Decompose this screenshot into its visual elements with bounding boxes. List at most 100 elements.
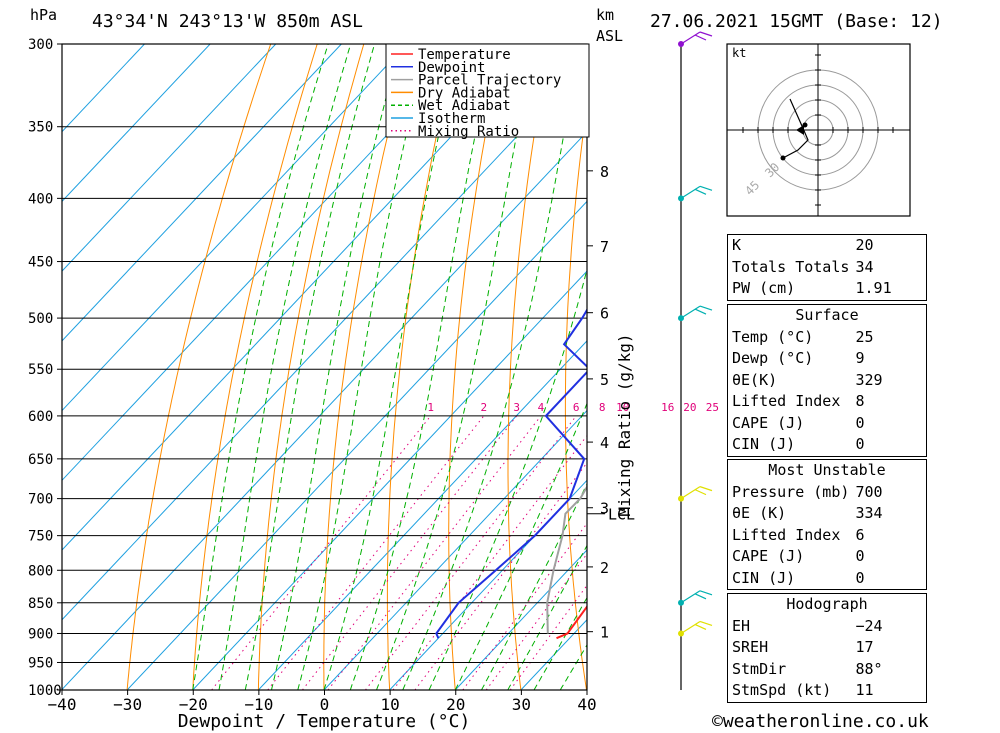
wet-adiabat-line — [481, 482, 587, 690]
pressure-tick-label: 900 — [28, 626, 53, 642]
isobars — [62, 43, 587, 691]
km-tick-label: 5 — [600, 371, 609, 389]
pressure-tick-label: 450 — [28, 255, 53, 271]
pressure-tick-label: 550 — [28, 362, 53, 378]
temperature-tick-label: −30 — [113, 695, 142, 714]
hodograph-point — [780, 155, 786, 161]
surface-li-value: 8 — [855, 392, 865, 410]
pressure-tick-label: 950 — [28, 655, 53, 671]
surface-temp-label: Temp (°C) — [732, 327, 814, 346]
pressure-tick-label: 750 — [28, 529, 53, 545]
surface-cin-row: CIN (J) 0 — [728, 434, 926, 456]
temperature-tick-label: −40 — [48, 695, 77, 714]
dry-adiabat-line — [257, 44, 365, 690]
pressure-tick-label: 300 — [28, 37, 53, 53]
pw-label: PW (cm) — [732, 279, 796, 297]
wind-barb-feather — [699, 185, 713, 191]
mixing-ratio-line — [509, 584, 587, 690]
surface-theta-row: θE(K) 329 — [728, 370, 926, 392]
legend-label: Parcel Trajectory — [418, 73, 561, 89]
surface-cin-value: 0 — [855, 435, 865, 453]
mu-pressure-value: 700 — [855, 482, 883, 501]
x-axis-title: Dewpoint / Temperature (°C) — [178, 711, 471, 732]
mu-theta-label: θE (K) — [732, 504, 787, 522]
wind-barb-feather — [694, 188, 707, 195]
most-unstable-table: Most Unstable Pressure (mb) 700 θE (K) 334… — [727, 459, 927, 590]
hodograph-params-table: Hodograph EH −24 SREH 17 StmDir 88° StmSpd … — [727, 593, 927, 703]
wind-barb-shaft — [680, 620, 701, 634]
mixing-ratio-line — [392, 434, 587, 690]
isotherm-line — [126, 200, 587, 690]
tt-label: Totals Totals — [732, 257, 850, 276]
stmdir-value: 88° — [855, 659, 883, 678]
pressure-tick-label: 850 — [28, 596, 53, 612]
wet-adiabat-line — [349, 44, 495, 690]
wind-barb-feather — [699, 305, 713, 311]
temperature-tick-label: 30 — [512, 695, 531, 714]
mixing-ratio-label: 10 — [616, 401, 629, 414]
stmspd-label: StmSpd (kt) — [732, 681, 832, 699]
isotherm-line — [62, 130, 587, 690]
wet-adiabat-line — [402, 44, 582, 690]
km-tick-label: 7 — [600, 238, 609, 256]
most-unstable-title: Most Unstable — [768, 461, 886, 479]
wet-adiabat-line — [428, 267, 587, 690]
pressure-tick-label: 650 — [28, 452, 53, 468]
temperature-tick-label: 20 — [446, 695, 465, 714]
temperature-tick-label: 40 — [577, 695, 596, 714]
tt-value: 34 — [855, 257, 874, 276]
wet-adiabat-line — [244, 44, 376, 690]
pw-row: PW (cm) 1.91 — [728, 278, 926, 300]
surface-dewp-row: Dewp (°C) 9 — [728, 348, 926, 370]
surface-li-label: Lifted Index — [732, 392, 841, 410]
legend-label: Temperature — [418, 47, 511, 63]
eh-row: EH −24 — [728, 616, 926, 638]
surface-theta-label: θE(K) — [732, 370, 778, 389]
mixing-ratio-label: 4 — [538, 401, 545, 414]
mu-cin-label: CIN (J) — [732, 568, 796, 587]
sreh-value: 17 — [855, 638, 874, 656]
mixing-ratio-labels: 1 2 3 4 6 8 10 16 20 25 — [427, 401, 719, 414]
dry-adiabat-line — [564, 102, 587, 690]
asl-unit-label: ASL — [596, 27, 623, 45]
km-tick-label: 6 — [600, 305, 609, 323]
hodograph-trace — [782, 98, 809, 159]
wet-adiabat-line — [454, 402, 587, 690]
stmspd-row: StmSpd (kt) 11 — [728, 680, 926, 702]
pressure-tick-label: 500 — [28, 311, 53, 327]
sreh-label: SREH — [732, 638, 769, 656]
isotherm-line — [62, 44, 211, 203]
surface-title: Surface — [795, 306, 859, 324]
eh-label: EH — [732, 616, 751, 635]
profile-lines — [435, 308, 587, 640]
mu-theta-row: θE (K) 334 — [728, 503, 926, 525]
isotherm-line — [62, 44, 342, 342]
mu-cape-label: CAPE (J) — [732, 547, 805, 565]
hodograph-params-title: Hodograph — [786, 595, 868, 613]
wind-barb-feather — [694, 308, 707, 315]
pressure-tick-label: 350 — [28, 120, 53, 136]
mixing-ratio-label: 6 — [573, 401, 580, 414]
mu-cape-value: 0 — [855, 547, 865, 565]
dry-adiabat-line — [507, 44, 551, 690]
temperature-tick-label: −20 — [179, 695, 208, 714]
wet-adiabat-line — [297, 44, 429, 690]
mixing-ratio-label: 25 — [706, 401, 719, 414]
legend-label: Isotherm — [418, 111, 485, 127]
mu-li-value: 6 — [855, 525, 865, 544]
wet-adiabat-line — [192, 44, 329, 690]
mu-cape-row: CAPE (J) 0 — [728, 546, 926, 568]
wind-barb-shaft — [680, 305, 701, 319]
dry-adiabat-line — [323, 44, 411, 690]
location-title: 43°34'N 243°13'W 850m ASL — [92, 11, 363, 32]
legend-label: Dewpoint — [418, 60, 485, 76]
datetime-title: 27.06.2021 15GMT (Base: 12) — [650, 11, 943, 32]
pressure-tick-label: 800 — [28, 563, 53, 579]
isotherm-line — [389, 479, 587, 690]
isotherm-line — [62, 61, 587, 621]
dry-adiabat-line — [969, 44, 1000, 690]
mu-li-label: Lifted Index — [732, 525, 841, 544]
isotherm-line — [62, 44, 277, 272]
